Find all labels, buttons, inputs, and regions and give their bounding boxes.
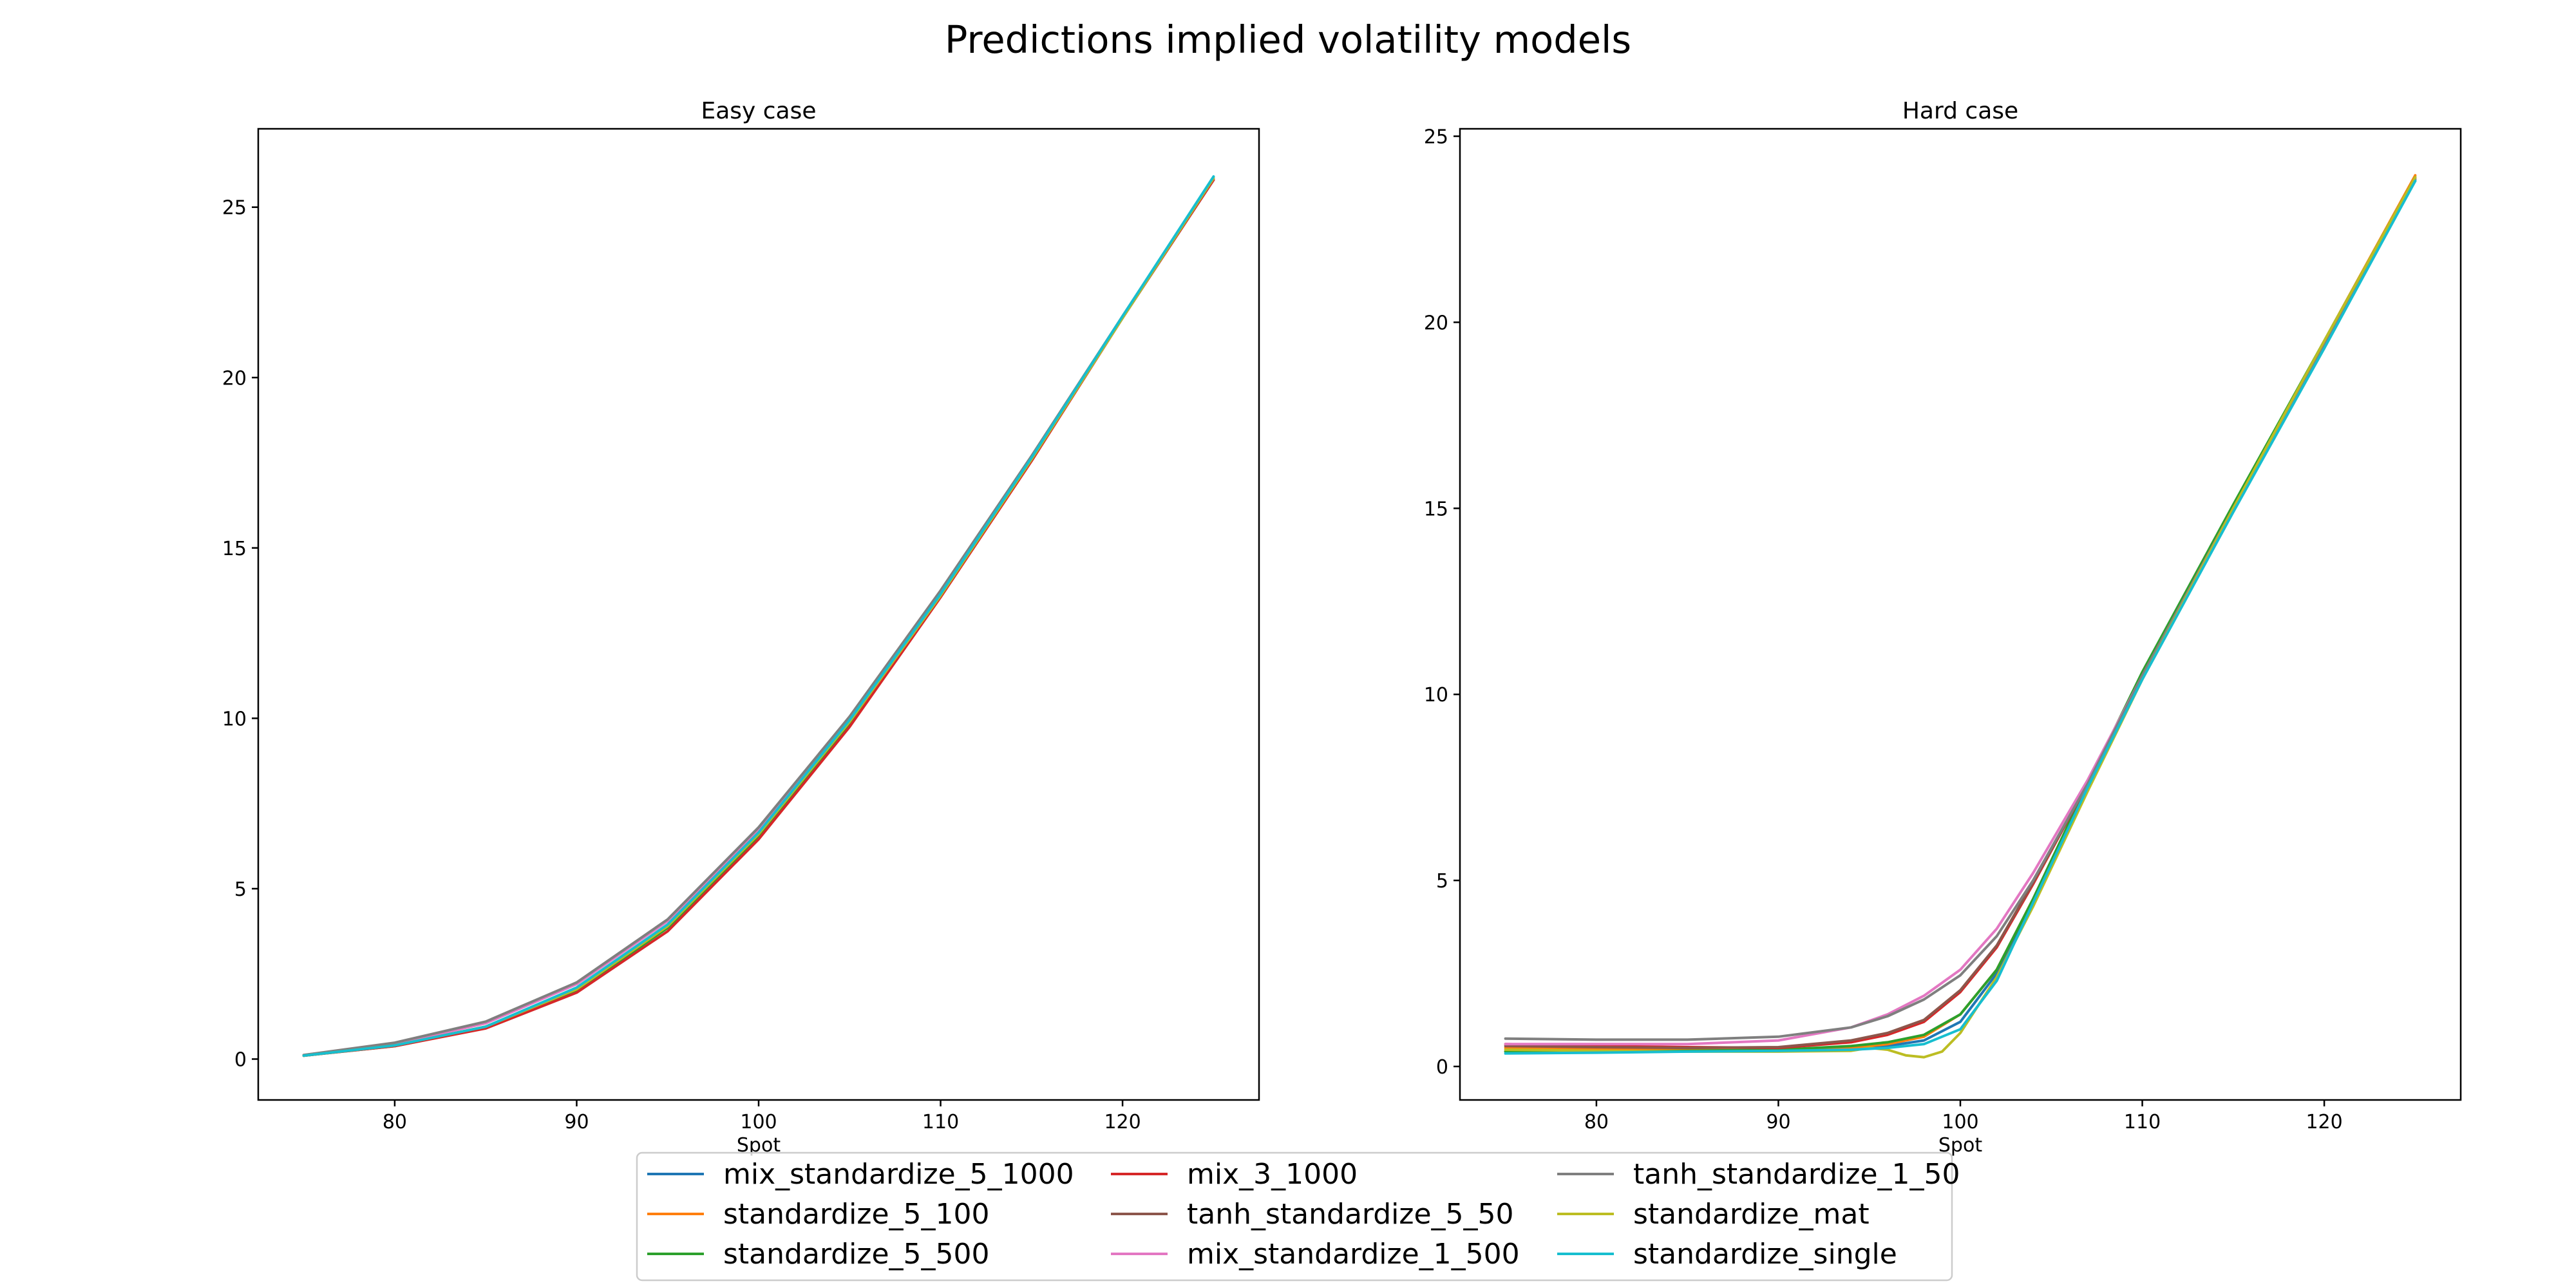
hard-case-title: Hard case: [1902, 98, 2018, 124]
easy-case-ytick-label: 5: [234, 878, 247, 901]
easy-case-series-standardize_single: [302, 175, 1215, 1057]
easy-case-ytick-label: 0: [234, 1049, 247, 1072]
legend-label-standardize_single: standardize_single: [1633, 1238, 1897, 1271]
figure-title: Predictions implied volatility models: [945, 17, 1631, 62]
easy-case-xtick-label: 120: [1104, 1111, 1141, 1133]
legend-label-standardize_mat: standardize_mat: [1633, 1198, 1870, 1231]
hard-case-ytick-label: 25: [1424, 126, 1448, 149]
legend-label-mix_standardize_5_1000: mix_standardize_5_1000: [723, 1158, 1074, 1191]
hard-case-xtick-label: 100: [1942, 1111, 1978, 1133]
easy-case-ytick-label: 15: [222, 538, 247, 560]
easy-case-xtick-label: 100: [740, 1111, 777, 1133]
hard-case-ytick-label: 15: [1424, 498, 1448, 520]
easy-case-ytick-label: 20: [222, 367, 247, 390]
easy-case-xtick-label: 80: [383, 1111, 407, 1133]
legend-label-mix_3_1000: mix_3_1000: [1187, 1158, 1358, 1191]
easy-case-ytick-label: 25: [222, 197, 247, 220]
easy-case-xtick-label: 90: [564, 1111, 589, 1133]
easy-case-series-group: [302, 175, 1215, 1057]
easy-case-ytick-label: 10: [222, 708, 247, 730]
legend-label-tanh_standardize_5_50: tanh_standardize_5_50: [1187, 1198, 1514, 1231]
legend: mix_standardize_5_1000standardize_5_100s…: [636, 1151, 1960, 1282]
hard-case-ytick-label: 10: [1424, 684, 1448, 706]
hard-case-series-group: [1504, 174, 2417, 1059]
hard-case-xtick-label: 110: [2124, 1111, 2161, 1133]
hard-case-xtick-label: 90: [1766, 1111, 1790, 1133]
hard-case-series-standardize_single: [1504, 179, 2417, 1055]
hard-case-ytick-label: 0: [1436, 1056, 1448, 1079]
legend-frame: [636, 1151, 1953, 1282]
easy-case-xtick-label: 110: [922, 1111, 959, 1133]
easy-case-title: Easy case: [701, 98, 816, 124]
hard-case-ytick-label: 20: [1424, 312, 1448, 334]
legend-label-tanh_standardize_1_50: tanh_standardize_1_50: [1633, 1158, 1960, 1191]
legend-label-standardize_5_100: standardize_5_100: [723, 1198, 990, 1231]
hard-case-xtick-label: 80: [1584, 1111, 1609, 1133]
legend-label-mix_standardize_1_500: mix_standardize_1_500: [1187, 1238, 1520, 1271]
hard-case-xtick-label: 120: [2306, 1111, 2342, 1133]
legend-label-standardize_5_500: standardize_5_500: [723, 1238, 990, 1271]
hard-case-ytick-label: 5: [1436, 870, 1448, 893]
